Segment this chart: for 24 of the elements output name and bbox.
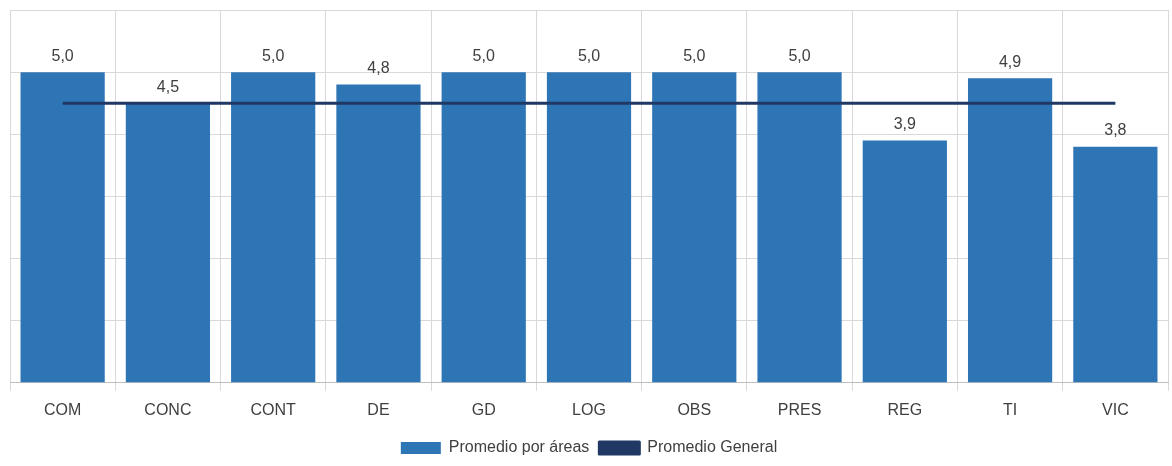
x-tick-label: CONC	[144, 400, 192, 418]
data-label: 5,0	[788, 46, 811, 64]
legend-label: Promedio por áreas	[448, 438, 590, 456]
data-label: 3,8	[1104, 121, 1127, 139]
data-label: 4,5	[156, 77, 180, 95]
x-tick-label: PRES	[777, 400, 822, 418]
x-tick-label: COM	[43, 400, 82, 418]
x-tick-label: VIC	[1102, 400, 1129, 418]
x-tick-label: LOG	[572, 400, 606, 418]
data-label: 5,0	[262, 46, 285, 64]
data-label: 4,8	[367, 58, 390, 76]
x-tick-label: OBS	[677, 400, 712, 418]
data-label: 5,0	[472, 46, 495, 64]
data-label: 5,0	[683, 46, 706, 64]
x-tick-label: TI	[1002, 400, 1018, 418]
data-label: 5,0	[577, 46, 601, 64]
x-tick-label: REG	[887, 400, 923, 418]
x-tick-label: CONT	[250, 400, 297, 418]
legend-label: Promedio General	[647, 438, 778, 456]
data-label: 3,9	[893, 114, 917, 132]
data-label: 4,9	[998, 52, 1022, 70]
data-label: 5,0	[51, 46, 74, 64]
x-tick-label: DE	[367, 400, 390, 418]
x-tick-label: GD	[471, 400, 496, 418]
